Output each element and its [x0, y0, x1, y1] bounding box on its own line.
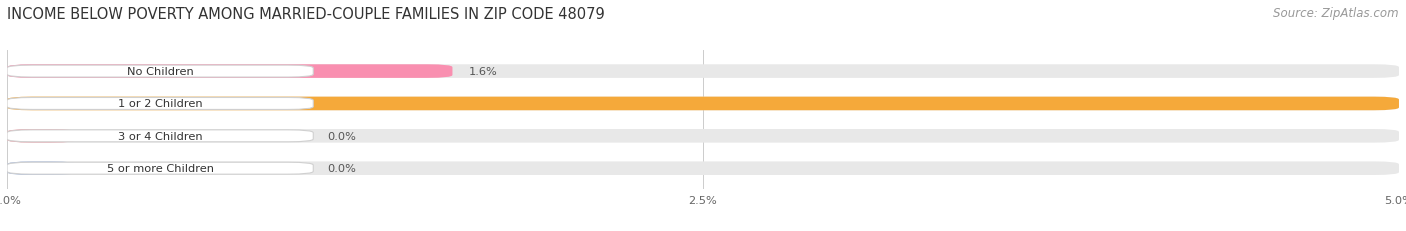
Text: No Children: No Children	[127, 67, 194, 77]
FancyBboxPatch shape	[7, 98, 314, 110]
FancyBboxPatch shape	[7, 129, 77, 143]
FancyBboxPatch shape	[7, 65, 1399, 79]
FancyBboxPatch shape	[7, 97, 1399, 111]
Text: 3 or 4 Children: 3 or 4 Children	[118, 131, 202, 141]
FancyBboxPatch shape	[7, 129, 1399, 143]
FancyBboxPatch shape	[7, 162, 77, 175]
Text: Source: ZipAtlas.com: Source: ZipAtlas.com	[1274, 7, 1399, 20]
Text: 5 or more Children: 5 or more Children	[107, 164, 214, 173]
Text: INCOME BELOW POVERTY AMONG MARRIED-COUPLE FAMILIES IN ZIP CODE 48079: INCOME BELOW POVERTY AMONG MARRIED-COUPL…	[7, 7, 605, 22]
FancyBboxPatch shape	[7, 162, 1399, 175]
FancyBboxPatch shape	[7, 130, 314, 142]
FancyBboxPatch shape	[7, 66, 314, 78]
Text: 1.6%: 1.6%	[470, 67, 498, 77]
FancyBboxPatch shape	[7, 97, 1399, 111]
FancyBboxPatch shape	[7, 163, 314, 174]
Text: 1 or 2 Children: 1 or 2 Children	[118, 99, 202, 109]
Text: 0.0%: 0.0%	[328, 131, 356, 141]
Text: 0.0%: 0.0%	[328, 164, 356, 173]
FancyBboxPatch shape	[7, 65, 453, 79]
